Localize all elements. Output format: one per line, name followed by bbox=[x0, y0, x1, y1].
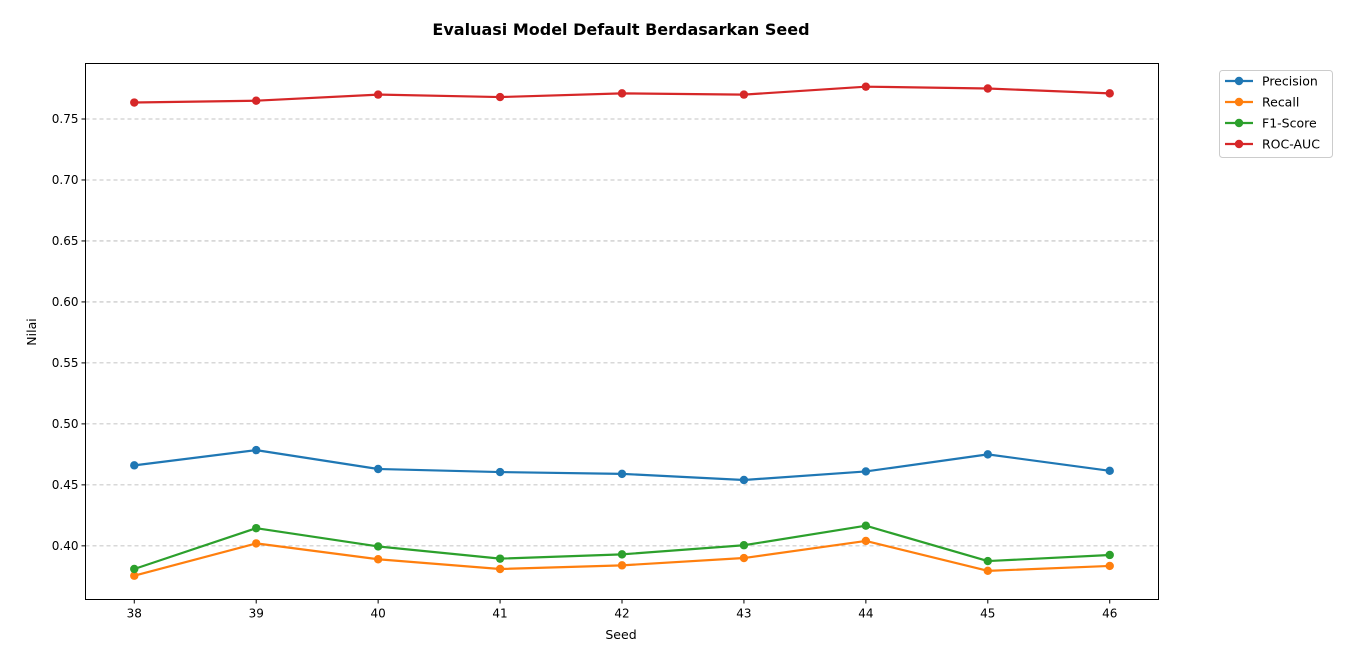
legend-marker bbox=[1234, 118, 1244, 128]
data-point bbox=[130, 461, 139, 470]
data-point bbox=[252, 445, 261, 455]
data-point bbox=[617, 550, 627, 559]
data-point bbox=[861, 82, 871, 91]
x-tick-label: 45 bbox=[980, 607, 995, 621]
y-tick-label: 0.75 bbox=[52, 112, 79, 126]
data-point bbox=[252, 539, 261, 548]
legend-item: Recall bbox=[1225, 95, 1299, 110]
y-axis-title: Nilai bbox=[24, 318, 39, 345]
legend-label: ROC-AUC bbox=[1262, 137, 1320, 152]
y-tick-label: 0.70 bbox=[52, 173, 79, 187]
data-point bbox=[983, 556, 992, 566]
legend-marker bbox=[1234, 97, 1244, 107]
x-tick-label: 41 bbox=[492, 607, 507, 621]
data-point bbox=[1105, 561, 1114, 571]
y-tick-label: 0.40 bbox=[52, 539, 79, 553]
x-axis-title: Seed bbox=[605, 627, 636, 642]
legend-item: Precision bbox=[1225, 74, 1318, 89]
x-tick-label: 40 bbox=[370, 607, 385, 621]
data-point bbox=[739, 541, 749, 550]
legend: Precision Recall F1-Score ROC-AUC bbox=[1219, 70, 1333, 158]
chart-title: Evaluasi Model Default Berdasarkan Seed bbox=[432, 20, 809, 39]
x-tick-label: 42 bbox=[614, 607, 629, 621]
data-point bbox=[1105, 89, 1114, 98]
data-point bbox=[373, 555, 383, 564]
data-point bbox=[130, 571, 139, 580]
data-point bbox=[861, 467, 871, 476]
data-point bbox=[1105, 550, 1114, 560]
data-point bbox=[983, 84, 992, 93]
data-point bbox=[373, 90, 383, 99]
data-point bbox=[252, 523, 261, 533]
series-f1-score bbox=[130, 521, 1114, 574]
y-axis: 0.40 0.45 0.50 0.55 0.60 0.65 0.70 0.75 bbox=[52, 112, 86, 553]
data-point bbox=[983, 450, 992, 459]
data-point bbox=[252, 96, 261, 105]
data-point bbox=[130, 98, 139, 107]
y-tick-label: 0.50 bbox=[52, 417, 79, 431]
legend-marker bbox=[1234, 139, 1244, 149]
x-axis: 38 39 40 41 42 43 44 45 46 bbox=[127, 599, 1117, 621]
data-point bbox=[373, 464, 383, 474]
x-tick-label: 44 bbox=[858, 607, 873, 621]
data-point bbox=[861, 536, 871, 546]
data-point bbox=[617, 469, 627, 479]
data-point bbox=[617, 89, 627, 98]
data-point bbox=[495, 564, 505, 574]
y-tick-label: 0.60 bbox=[52, 295, 79, 309]
legend-label: Precision bbox=[1262, 74, 1318, 89]
x-tick-label: 46 bbox=[1102, 607, 1117, 621]
data-point bbox=[495, 554, 505, 563]
data-point bbox=[617, 561, 627, 570]
legend-marker bbox=[1234, 76, 1244, 86]
x-tick-label: 43 bbox=[736, 607, 751, 621]
data-point bbox=[861, 521, 871, 530]
series-precision bbox=[130, 445, 1114, 485]
data-point bbox=[495, 92, 505, 102]
legend-label: F1-Score bbox=[1262, 116, 1317, 131]
y-tick-label: 0.45 bbox=[52, 478, 79, 492]
data-point bbox=[495, 467, 505, 477]
legend-item: F1-Score bbox=[1225, 116, 1317, 131]
series-layer bbox=[130, 82, 1114, 580]
data-point bbox=[739, 553, 749, 563]
data-point bbox=[739, 475, 749, 485]
y-tick-label: 0.65 bbox=[52, 234, 79, 248]
data-point bbox=[739, 90, 749, 99]
data-point bbox=[130, 564, 139, 574]
data-point bbox=[983, 566, 992, 576]
y-tick-label: 0.55 bbox=[52, 356, 79, 370]
series-recall bbox=[130, 536, 1114, 580]
data-point bbox=[1105, 466, 1114, 476]
series-roc-auc bbox=[130, 82, 1114, 107]
x-tick-label: 38 bbox=[127, 607, 142, 621]
plot-frame bbox=[85, 63, 1159, 600]
data-point bbox=[373, 542, 383, 551]
gridlines bbox=[85, 118, 1159, 547]
x-tick-label: 39 bbox=[249, 607, 264, 621]
legend-frame bbox=[1219, 70, 1333, 158]
legend-item: ROC-AUC bbox=[1225, 137, 1320, 152]
legend-label: Recall bbox=[1262, 95, 1299, 110]
